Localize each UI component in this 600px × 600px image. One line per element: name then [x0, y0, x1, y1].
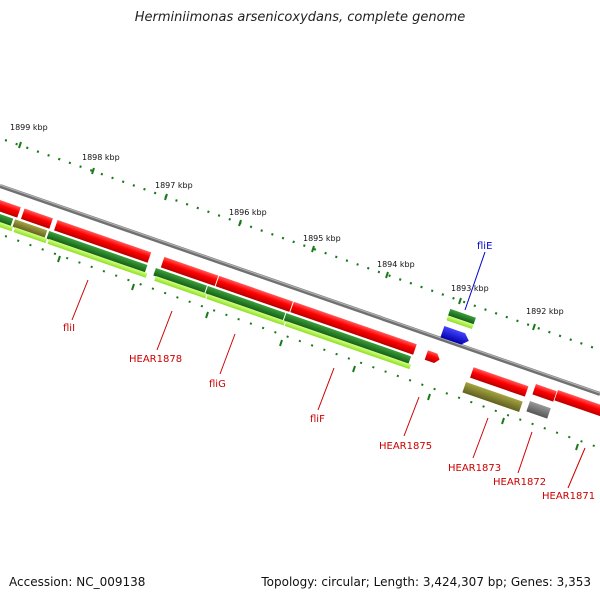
genome-backbone [0, 184, 600, 396]
gene-red-cds[interactable] [0, 196, 21, 218]
lower-tick-track [4, 235, 600, 449]
gene-red-cds[interactable] [554, 389, 600, 417]
leader-line [472, 417, 489, 459]
label-HEAR1878[interactable]: HEAR1878 [129, 354, 182, 365]
leader-line [219, 333, 236, 375]
label-fliE[interactable]: fliE [477, 241, 492, 252]
leader-line [567, 447, 586, 489]
gene-olive[interactable] [462, 382, 523, 413]
scale-major-ticks [18, 141, 536, 331]
leader-line [71, 279, 89, 321]
gene-fliE-light[interactable] [446, 315, 474, 330]
lower-tick [427, 393, 431, 401]
gene-light-green[interactable] [47, 239, 148, 278]
kbp-label: 1894 kbp [377, 260, 415, 269]
major-tick [532, 323, 536, 331]
gene-light-green[interactable] [0, 218, 14, 232]
lower-major-ticks [57, 255, 579, 451]
label-fliI[interactable]: fliI [63, 323, 75, 334]
kbp-label: 1897 kbp [155, 181, 193, 190]
label-fliF[interactable]: fliF [310, 414, 325, 425]
label-HEAR1873[interactable]: HEAR1873 [448, 463, 501, 474]
gene-light-green[interactable] [284, 321, 412, 370]
major-tick [238, 219, 242, 227]
leader-line [517, 431, 533, 474]
kbp-label: 1893 kbp [451, 284, 489, 293]
scale-ruler-dots [4, 138, 600, 352]
leader-line [464, 251, 486, 311]
lower-tick [575, 443, 579, 451]
label-HEAR1875[interactable]: HEAR1875 [379, 441, 432, 452]
lower-tick [279, 339, 283, 347]
backbone-line [0, 184, 600, 396]
gene-light-green[interactable] [206, 293, 286, 326]
backbone-highlight [0, 184, 600, 394]
major-tick [311, 245, 315, 253]
leader-line [156, 310, 173, 351]
gene-red-cds[interactable] [54, 219, 152, 263]
lower-tick [501, 417, 505, 425]
gene-HEAR1875[interactable] [424, 350, 442, 364]
label-fliG[interactable]: fliG [209, 379, 226, 390]
gene-fliE-dark[interactable] [448, 308, 476, 325]
kbp-label: 1899 kbp [10, 123, 48, 132]
gene-tracks [0, 196, 600, 419]
major-tick [18, 141, 22, 149]
scale-ruler: 1899 kbp 1898 kbp 1897 kbp 1896 kbp 1895… [4, 123, 600, 352]
gene-dark-green[interactable] [283, 313, 412, 364]
map-title: Herminiimonas arsenicoxydans, complete g… [134, 10, 466, 25]
gene-labels: fliE fliI HEAR1878 fliG fliF HEAR1875 HE… [63, 241, 595, 502]
label-HEAR1871[interactable]: HEAR1871 [542, 491, 595, 502]
gene-light-green[interactable] [13, 227, 48, 244]
gene-gray[interactable] [526, 401, 551, 419]
major-tick [164, 193, 168, 201]
gene-olive[interactable] [12, 219, 48, 238]
gene-dark-green[interactable] [205, 285, 286, 321]
gene-red-cds[interactable] [470, 367, 529, 397]
lower-tick [205, 311, 209, 319]
gene-blue-arrow[interactable] [440, 326, 470, 347]
leader-line [317, 367, 335, 411]
kbp-label: 1895 kbp [303, 234, 341, 243]
kbp-label: 1898 kbp [82, 153, 120, 162]
gene-light-green[interactable] [154, 275, 207, 299]
accession-text: Accession: NC_009138 [9, 575, 146, 589]
gene-red-cds[interactable] [160, 256, 219, 286]
gene-red-cds[interactable] [532, 384, 557, 402]
label-HEAR1872[interactable]: HEAR1872 [493, 477, 546, 488]
lower-tick [352, 365, 356, 373]
kbp-label: 1896 kbp [229, 208, 267, 217]
gene-dark-green[interactable] [0, 210, 14, 227]
gene-red-cds[interactable] [20, 208, 53, 229]
major-tick [91, 167, 95, 175]
gene-dark-green[interactable] [153, 267, 207, 294]
gene-red-cds[interactable] [215, 275, 293, 312]
gene-red-cds[interactable] [290, 301, 417, 355]
lower-tick [131, 283, 135, 291]
lower-tick [57, 255, 61, 263]
topology-summary: Topology: circular; Length: 3,424,307 bp… [261, 575, 591, 589]
major-tick [385, 271, 389, 279]
kbp-label: 1892 kbp [526, 307, 564, 316]
leader-line [403, 396, 420, 437]
major-tick [458, 297, 462, 305]
gene-dark-green[interactable] [46, 231, 148, 273]
